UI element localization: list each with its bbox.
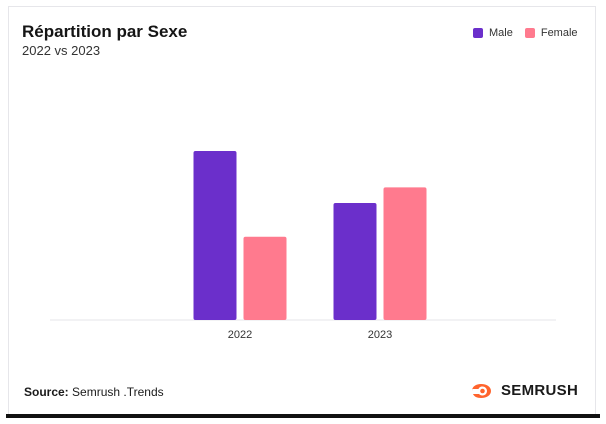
chart-subtitle: 2022 vs 2023	[22, 43, 101, 58]
chart-title: Répartition par Sexe	[22, 22, 188, 41]
brand-wordmark: SEMRUSH	[501, 382, 579, 399]
legend-label-female: Female	[540, 27, 578, 39]
chart-card	[8, 6, 596, 418]
chart-legend: Male Female	[473, 27, 578, 39]
semrush-flame-icon	[472, 383, 491, 398]
bottom-divider	[6, 414, 600, 418]
legend-swatch-male	[473, 28, 483, 38]
semrush-logo: SEMRUSH	[470, 382, 578, 399]
legend-label-male: Male	[489, 27, 513, 39]
legend-item-female: Female	[524, 27, 578, 39]
bar-female-2023	[383, 187, 427, 320]
source-label: Source:	[24, 385, 69, 399]
bar-male-2022	[193, 151, 237, 320]
bar-female-2022	[243, 236, 287, 320]
legend-item-male: Male	[473, 27, 513, 39]
source-value: Semrush .Trends	[72, 385, 164, 399]
bar-male-2023	[333, 203, 377, 320]
x-tick-label-2022: 2022	[228, 329, 252, 341]
legend-swatch-female	[524, 28, 535, 38]
source-note: Source: Semrush .Trends	[24, 385, 164, 399]
x-tick-label-2023: 2023	[368, 329, 392, 341]
